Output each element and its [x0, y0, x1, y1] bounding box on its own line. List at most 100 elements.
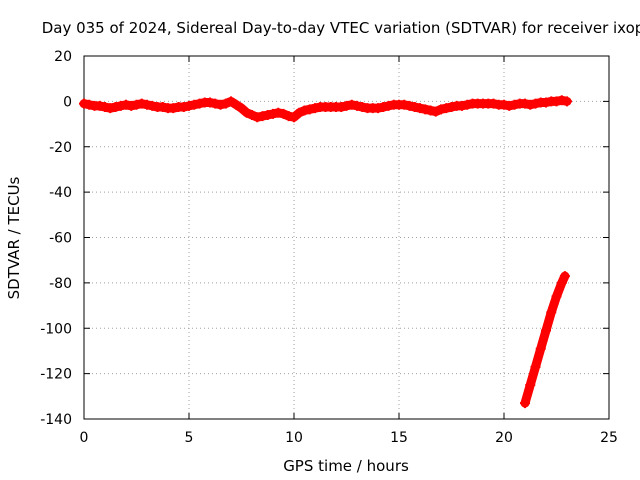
data-point [378, 102, 389, 113]
x-axis-label: GPS time / hours [283, 457, 409, 475]
data-point [294, 107, 305, 118]
data-point [126, 100, 137, 111]
x-tick-label: 15 [390, 430, 408, 446]
data-point [184, 100, 194, 111]
y-axis-label: SDTVAR / TECUs [5, 176, 23, 299]
data-point [147, 100, 158, 111]
data-point [556, 277, 567, 288]
data-point [530, 361, 541, 372]
x-tick-label: 10 [285, 430, 303, 446]
data-point [257, 111, 268, 122]
data-point [299, 105, 310, 116]
data-point [289, 112, 299, 123]
data-point [409, 102, 420, 113]
y-tick-label: -120 [40, 367, 72, 383]
data-point [504, 100, 515, 111]
data-point [535, 343, 546, 354]
data-point [268, 108, 278, 119]
y-tick-label: -20 [49, 140, 72, 156]
data-point [373, 103, 383, 114]
data-point [278, 108, 289, 119]
data-point [525, 99, 536, 110]
data-point [131, 99, 142, 110]
data-point [142, 99, 152, 110]
data-point [499, 99, 509, 110]
data-series [79, 95, 572, 409]
data-point [425, 105, 436, 116]
data-point [520, 98, 530, 109]
data-point [231, 99, 242, 110]
data-point [441, 103, 452, 114]
data-point [136, 98, 147, 109]
data-point [509, 99, 520, 110]
data-point [546, 307, 557, 318]
chart-title: Day 035 of 2024, Sidereal Day-to-day VTE… [42, 19, 640, 37]
data-point [220, 98, 231, 109]
data-point [205, 97, 215, 108]
data-point [84, 99, 95, 110]
data-point [430, 106, 441, 117]
data-point [310, 103, 320, 114]
data-point [194, 98, 205, 109]
data-point [556, 95, 567, 106]
data-point [121, 99, 131, 110]
data-point [346, 99, 357, 110]
data-point [178, 102, 189, 113]
data-point [100, 102, 110, 113]
data-point [226, 96, 236, 107]
data-point [462, 99, 473, 110]
data-point [210, 98, 221, 109]
data-point [352, 100, 362, 111]
data-point [383, 100, 394, 111]
data-point [94, 100, 105, 111]
data-point [357, 102, 368, 113]
data-point [168, 103, 179, 114]
x-tick-label: 5 [185, 430, 194, 446]
data-point [215, 99, 226, 110]
data-point [304, 104, 315, 115]
data-point [457, 100, 467, 111]
data-point [79, 98, 89, 109]
data-point [252, 112, 263, 123]
data-point [336, 102, 347, 113]
x-tick-label: 25 [600, 430, 618, 446]
y-tick-label: -100 [40, 321, 72, 337]
data-point [404, 100, 415, 111]
y-tick-label: 20 [54, 49, 72, 65]
plot-frame [83, 55, 610, 420]
data-point [541, 325, 551, 336]
data-point [530, 98, 541, 109]
data-point [525, 379, 536, 390]
data-point [236, 103, 247, 114]
data-point [273, 107, 284, 118]
axis-ticks: 0 5 10 15 20 25 20 0 -20 -40 -60 -80 -100 -120 -140 [40, 49, 618, 446]
data-point [341, 100, 352, 111]
data-point [189, 99, 200, 110]
data-point [420, 104, 431, 115]
data-point [446, 102, 457, 113]
data-point [541, 97, 551, 108]
data-point [115, 100, 126, 111]
data-point [157, 102, 168, 113]
y-tick-label: -60 [49, 231, 72, 247]
y-tick-label: 0 [63, 94, 72, 110]
x-tick-label: 20 [495, 430, 513, 446]
data-point [562, 96, 572, 107]
data-point [399, 99, 410, 110]
data-point [415, 103, 425, 114]
data-point [488, 98, 499, 109]
data-point [551, 291, 562, 302]
y-tick-label: -80 [49, 276, 72, 292]
data-point [520, 398, 530, 409]
data-point [436, 104, 446, 115]
data-point [551, 96, 562, 107]
data-point [559, 271, 570, 282]
y-tick-label: -40 [49, 185, 72, 201]
data-point [247, 109, 257, 120]
data-point [283, 111, 294, 122]
data-point [262, 109, 273, 120]
x-tick-label: 0 [80, 430, 89, 446]
y-tick-label: -140 [40, 412, 72, 428]
data-point [105, 103, 116, 114]
